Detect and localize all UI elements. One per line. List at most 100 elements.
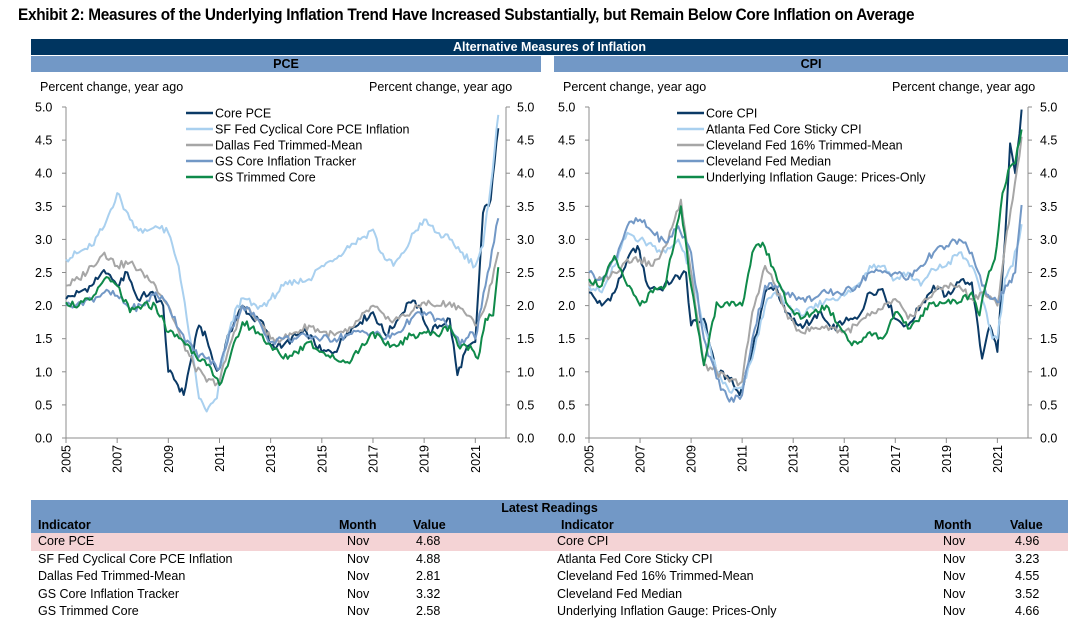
- y-tick-label-left: 1.0: [35, 365, 52, 379]
- cell-month-left: Nov: [347, 551, 370, 566]
- table-row: GS Core Inflation Tracker Nov 3.32 Clevelan…: [31, 586, 1068, 604]
- cell-indicator-right: Core CPI: [557, 534, 609, 548]
- table-row: Core PCE Nov 4.68 Core CPI Nov 4.96: [31, 533, 1068, 551]
- y-tick-label-right: 0.5: [1040, 398, 1057, 412]
- y-tick-label-left: 3.5: [35, 200, 52, 214]
- cpi-right-axis-unit: Percent change, year ago: [892, 80, 1036, 94]
- legend-label: Cleveland Fed 16% Trimmed-Mean: [706, 139, 903, 153]
- table-body: Core PCE Nov 4.68 Core CPI Nov 4.96 SF Fed Cyc…: [31, 533, 1068, 621]
- header-indicator-right: Indicator: [561, 518, 614, 532]
- cell-indicator-right: Cleveland Fed 16% Trimmed-Mean: [557, 569, 754, 584]
- table-row: SF Fed Cyclical Core PCE Inflation Nov 4.8…: [31, 551, 1068, 569]
- y-tick-label-left: 2.5: [558, 266, 575, 280]
- series-line-atlanta-fed-core-sticky-cpi: [588, 224, 1023, 394]
- panel-heading-pce: PCE: [31, 56, 541, 72]
- table-row: GS Trimmed Core Nov 2.58 Underlying Inflati…: [31, 603, 1068, 621]
- legend-label: SF Fed Cyclical Core PCE Inflation: [215, 123, 410, 137]
- header-month-right: Month: [934, 518, 972, 532]
- cell-value-right: 4.96: [1015, 534, 1040, 548]
- cell-value-right: 4.66: [1015, 604, 1040, 619]
- series-line-cleveland-fed-16-trimmed-mean: [588, 136, 1023, 387]
- y-tick-label-left: 2.0: [35, 299, 52, 313]
- legend-label: Core CPI: [706, 107, 757, 121]
- series-line-gs-trimmed-core: [65, 267, 500, 386]
- banner-alternative-measures: Alternative Measures of Inflation: [31, 39, 1068, 55]
- y-tick-label-right: 0.0: [1040, 432, 1057, 446]
- x-tick-label: 2009: [162, 445, 176, 473]
- y-tick-label-right: 2.0: [1040, 299, 1057, 313]
- cell-month-left: Nov: [347, 586, 370, 601]
- cell-month-left: Nov: [347, 569, 370, 584]
- x-tick-label: 2013: [787, 445, 801, 473]
- y-tick-label-left: 4.0: [35, 167, 52, 181]
- cell-month-left: Nov: [347, 604, 370, 619]
- pce-right-axis-unit: Percent change, year ago: [369, 80, 513, 94]
- pce-chart: 0.0 0.0 0.5 0.5 1.0 1.0 1.5 1.5 2.0 2.0 2.5 2.5 3.0 3…: [35, 101, 534, 473]
- legend-label: Dallas Fed Trimmed-Mean: [215, 139, 362, 153]
- cell-value-right: 3.52: [1015, 586, 1040, 601]
- cell-month-right: Nov: [943, 551, 966, 566]
- y-tick-label-left: 4.5: [35, 134, 52, 148]
- y-tick-label-left: 3.0: [35, 233, 52, 247]
- x-tick-label: 2017: [366, 445, 380, 473]
- x-tick-label: 2007: [111, 445, 125, 473]
- panel-heading-cpi: CPI: [554, 56, 1068, 72]
- x-tick-label: 2017: [889, 445, 903, 473]
- series-line-core-cpi: [588, 109, 1023, 396]
- y-tick-label-right: 3.5: [517, 200, 534, 214]
- y-tick-label-left: 4.0: [558, 167, 575, 181]
- cell-value-left: 3.32: [416, 586, 441, 601]
- cell-indicator-left: GS Core Inflation Tracker: [38, 586, 180, 601]
- x-tick-label: 2015: [315, 445, 329, 473]
- cell-value-left: 4.88: [416, 551, 441, 566]
- x-tick-label: 2019: [418, 445, 432, 473]
- cell-indicator-left: GS Trimmed Core: [38, 604, 139, 619]
- table-caption: Latest Readings: [501, 501, 598, 515]
- y-tick-label-right: 1.0: [517, 365, 534, 379]
- y-tick-label-right: 2.5: [517, 266, 534, 280]
- series-line-cleveland-fed-median: [588, 204, 1023, 403]
- y-tick-label-left: 0.0: [558, 432, 575, 446]
- x-tick-label: 2011: [213, 445, 227, 472]
- legend-label: Cleveland Fed Median: [706, 155, 831, 169]
- pce-left-axis-unit: Percent change, year ago: [40, 80, 184, 94]
- x-tick-label: 2011: [736, 445, 750, 472]
- legend-label: GS Trimmed Core: [215, 171, 316, 185]
- x-tick-label: 2005: [60, 445, 74, 473]
- y-tick-label-right: 1.5: [517, 332, 534, 346]
- cell-indicator-left: Dallas Fed Trimmed-Mean: [38, 569, 186, 584]
- header-value-right: Value: [1010, 518, 1043, 532]
- cell-value-left: 2.58: [416, 604, 441, 619]
- y-tick-label-right: 3.5: [1040, 200, 1057, 214]
- y-tick-label-left: 5.0: [35, 101, 52, 115]
- y-tick-label-right: 3.0: [1040, 233, 1057, 247]
- y-tick-label-right: 4.5: [1040, 134, 1057, 148]
- y-tick-label-left: 3.5: [558, 200, 575, 214]
- y-tick-label-left: 0.0: [35, 432, 52, 446]
- y-tick-label-left: 5.0: [558, 101, 575, 115]
- y-tick-label-right: 2.5: [1040, 266, 1057, 280]
- cpi-left-axis-unit: Percent change, year ago: [563, 80, 707, 94]
- y-tick-label-right: 1.5: [1040, 332, 1057, 346]
- cell-indicator-right: Cleveland Fed Median: [557, 586, 683, 601]
- y-tick-label-left: 2.5: [35, 266, 52, 280]
- x-tick-label: 2009: [685, 445, 699, 473]
- cell-value-left: 4.68: [416, 534, 441, 548]
- cell-month-right: Nov: [943, 604, 966, 619]
- legend-label: GS Core Inflation Tracker: [215, 155, 356, 169]
- exhibit-title: Exhibit 2: Measures of the Underlying In…: [18, 6, 915, 24]
- cell-month-right: Nov: [943, 586, 966, 601]
- latest-readings-table: Latest Readings Indicator Month Value In…: [31, 500, 1068, 621]
- y-tick-label-left: 1.5: [35, 332, 52, 346]
- legend-label: Underlying Inflation Gauge: Prices-Only: [706, 171, 926, 185]
- y-tick-label-right: 4.0: [1040, 167, 1057, 181]
- x-tick-label: 2015: [838, 445, 852, 473]
- series-line-gs-core-inflation-tracker: [65, 217, 500, 371]
- cell-indicator-left: Core PCE: [38, 534, 95, 548]
- cell-indicator-left: SF Fed Cyclical Core PCE Inflation: [38, 551, 233, 566]
- x-tick-label: 2005: [583, 445, 597, 473]
- legend-label: Atlanta Fed Core Sticky CPI: [706, 123, 862, 137]
- cpi-chart: 0.0 0.0 0.5 0.5 1.0 1.0 1.5 1.5 2.0 2.0 2.5 2.5 3.0 3…: [558, 101, 1057, 473]
- y-tick-label-left: 4.5: [558, 134, 575, 148]
- cell-value-left: 2.81: [416, 569, 441, 584]
